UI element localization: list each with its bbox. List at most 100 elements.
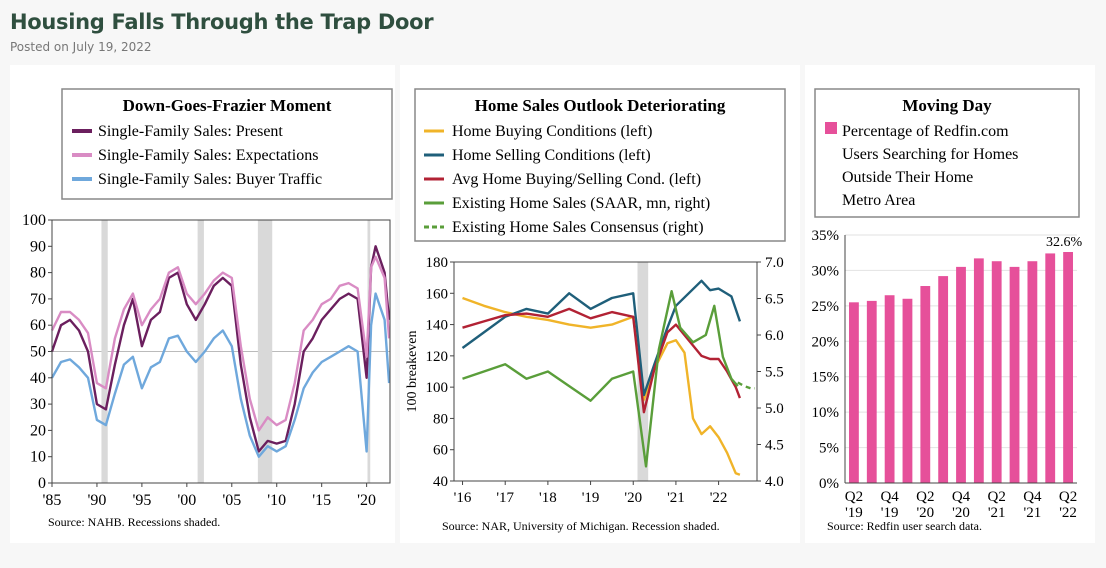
bar-q4-2021 (1027, 261, 1038, 483)
x-tick-label-top: Q4 (880, 489, 899, 505)
bar-q1-2021 (973, 258, 984, 483)
y-tick-label: 60 (30, 317, 46, 334)
y-tick-label: 30 (30, 396, 46, 413)
legend-label-line-4: Metro Area (842, 192, 915, 209)
y-tick-label: 120 (426, 349, 449, 365)
bar-q4-2020 (956, 266, 966, 483)
series-line-single-family-sales-expectations (50, 255, 391, 432)
bar-q3-2021 (1009, 266, 1020, 483)
x-tick-label: '90 (88, 492, 107, 509)
bar-q2-2022 (1063, 252, 1073, 483)
x-tick-label: '19 (582, 490, 600, 506)
legend-label-existing-home-sales-saar-mn-right: Existing Home Sales (SAAR, mn, right) (452, 195, 710, 212)
y-tick-label: 60 (433, 443, 448, 459)
legend-label-home-selling-conditions-left: Home Selling Conditions (left) (452, 147, 651, 164)
y-tick-label: 20% (812, 334, 840, 350)
y-tick-label: 25% (812, 299, 840, 315)
x-tick-label-bottom: '19 (845, 505, 863, 521)
x-tick-label: '95 (132, 492, 151, 509)
y-tick-label: 50 (30, 344, 46, 361)
page-title: Housing Falls Through the Trap Door (10, 10, 434, 34)
recession-band (637, 262, 649, 481)
y2-tick-label: 4.0 (765, 474, 784, 490)
chart-2-svg: Home Sales Outlook Deteriorating Home Bu… (405, 88, 786, 533)
y-tick-label: 100 (22, 212, 46, 229)
y2-tick-label: 6.0 (765, 328, 784, 344)
x-tick-label-bottom: '20 (952, 505, 970, 521)
y-tick-label: 0 (38, 475, 46, 492)
y-tick-label: 140 (426, 318, 449, 334)
chart-1-svg: Down-Goes-Frazier Moment Single-Family S… (22, 88, 393, 529)
series-line-home-buying-conditions-left (462, 296, 741, 476)
y-tick-label: 40 (433, 474, 448, 490)
x-tick-label-top: Q2 (845, 489, 863, 505)
y-tick-label: 90 (30, 238, 46, 255)
y2-tick-label: 5.0 (765, 401, 784, 417)
legend-label-single-family-sales-expectations: Single-Family Sales: Expectations (98, 147, 318, 164)
chart-panel-2: Home Sales Outlook Deteriorating Home Bu… (400, 65, 800, 543)
x-tick-label: '16 (454, 490, 472, 506)
chart-2-source: Source: NAR, University of Michigan. Rec… (442, 519, 720, 533)
series-line-avg-home-buying-selling-cond-left (462, 307, 742, 414)
y-tick-label: 10 (30, 449, 46, 466)
x-tick-label: '00 (177, 492, 196, 509)
chart-2-y-axis-label: 100 breakeven (405, 330, 420, 412)
x-tick-label-top: Q2 (1059, 489, 1077, 505)
y-tick-label: 0% (819, 476, 839, 492)
y-tick-label: 160 (426, 286, 449, 302)
x-tick-label-bottom: '22 (1059, 505, 1077, 521)
recession-band (101, 220, 108, 483)
y2-tick-label: 7.0 (765, 255, 784, 271)
bar-q2-2021 (991, 261, 1002, 483)
y-tick-label: 35% (812, 228, 840, 244)
bar-q2-2020 (920, 286, 931, 483)
legend-label-avg-home-buying-selling-cond-left: Avg Home Buying/Selling Cond. (left) (452, 171, 701, 188)
legend-label-existing-home-sales-consensus-right: Existing Home Sales Consensus (right) (452, 219, 704, 236)
x-tick-label: '20 (357, 492, 376, 509)
x-tick-label: '21 (667, 490, 685, 506)
bar-q1-2022 (1045, 253, 1056, 483)
chart-panel-3: Moving Day Percentage of Redfin.com User… (805, 65, 1095, 543)
chart-3-source: Source: Redfin user search data. (827, 519, 982, 533)
y-tick-label: 80 (433, 411, 448, 427)
chart-1-title: Down-Goes-Frazier Moment (123, 96, 332, 115)
x-tick-label-top: Q2 (988, 489, 1006, 505)
chart-1-source: Source: NAHB. Recessions shaded. (48, 515, 220, 529)
x-tick-label: '10 (267, 492, 286, 509)
x-tick-label: '15 (312, 492, 331, 509)
x-tick-label-top: Q4 (952, 489, 971, 505)
x-tick-label: '22 (710, 490, 728, 506)
chart-3-title: Moving Day (902, 96, 992, 115)
series-line-existing-home-sales-saar-mn-right (462, 290, 739, 468)
post-date: Posted on July 19, 2022 (10, 40, 152, 54)
x-tick-label: '20 (624, 490, 642, 506)
y-tick-label: 80 (30, 265, 46, 282)
x-tick-label-bottom: '21 (988, 505, 1006, 521)
x-tick-label-bottom: '20 (916, 505, 934, 521)
y-tick-label: 5% (819, 441, 839, 457)
y-tick-label: 15% (812, 370, 840, 386)
x-tick-label: '85 (43, 492, 62, 509)
y-tick-label: 40 (30, 370, 46, 387)
y2-tick-label: 4.5 (765, 438, 784, 454)
chart-2-title: Home Sales Outlook Deteriorating (475, 96, 726, 115)
legend-label-single-family-sales-present: Single-Family Sales: Present (98, 123, 283, 140)
chart-panel-1: Down-Goes-Frazier Moment Single-Family S… (10, 65, 395, 543)
x-tick-label: '17 (496, 490, 514, 506)
legend-label-line-2: Users Searching for Homes (842, 146, 1018, 163)
x-tick-label-top: Q4 (1023, 489, 1042, 505)
last-bar-annotation: 32.6% (1046, 235, 1083, 250)
y-tick-label: 100 (426, 380, 449, 396)
series-line-single-family-sales-buyer-traffic (50, 292, 391, 458)
bar-q3-2019 (866, 300, 877, 483)
y-tick-label: 180 (426, 255, 449, 271)
x-tick-label-bottom: '19 (881, 505, 899, 521)
legend-label-home-buying-conditions-left: Home Buying Conditions (left) (452, 123, 652, 140)
chart-3-svg: Moving Day Percentage of Redfin.com User… (812, 88, 1083, 533)
bar-q1-2020 (902, 298, 913, 483)
bar-q2-2019 (849, 302, 859, 483)
bar-q4-2019 (884, 295, 895, 483)
y-tick-label: 20 (30, 422, 46, 439)
recession-band (197, 220, 204, 483)
legend-label-line-1: Percentage of Redfin.com (842, 123, 1009, 140)
